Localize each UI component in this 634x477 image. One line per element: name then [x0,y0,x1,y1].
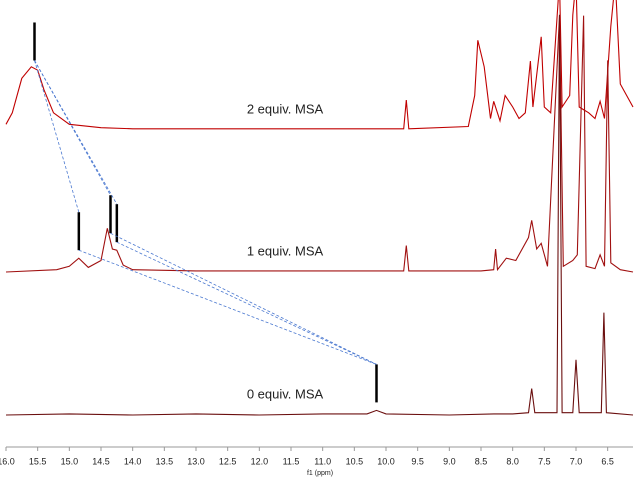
x-tick-label: 9.5 [411,456,424,466]
x-tick-label: 12.5 [219,456,237,466]
x-tick-label: 14.0 [124,456,142,466]
x-tick-label: 13.0 [187,456,205,466]
x-tick-label: 8.5 [475,456,488,466]
x-tick-label: 13.5 [156,456,174,466]
x-tick-label: 14.5 [92,456,110,466]
spectrum-line [5,14,634,416]
connector-line [34,60,118,205]
x-tick-label: 11.5 [283,456,300,466]
spectrum-line [5,15,634,273]
connector-line [110,232,377,365]
connector-line [34,60,80,213]
connector-line [78,249,377,365]
x-tick-label: 15.0 [61,456,79,466]
connector-line [116,241,377,365]
x-tick-label: 9.0 [443,456,456,466]
spectrum-line [5,0,634,130]
x-tick-label: 7.0 [570,456,583,466]
x-tick-label: 6.5 [601,456,614,466]
spectrum-label: 0 equiv. MSA [247,386,324,401]
x-tick-label: 10.0 [377,456,395,466]
x-tick-label: 16.0 [0,456,15,466]
spectrum-label: 2 equiv. MSA [247,101,324,116]
x-tick-label: 11.0 [314,456,331,466]
x-tick-label: 15.5 [29,456,47,466]
x-tick-label: 8.0 [506,456,519,466]
x-tick-label: 10.5 [346,456,364,466]
spectrum-label: 1 equiv. MSA [247,243,324,258]
x-axis-label: f1 (ppm) [307,470,333,477]
x-tick-label: 7.5 [538,456,551,466]
x-tick-label: 12.0 [251,456,269,466]
